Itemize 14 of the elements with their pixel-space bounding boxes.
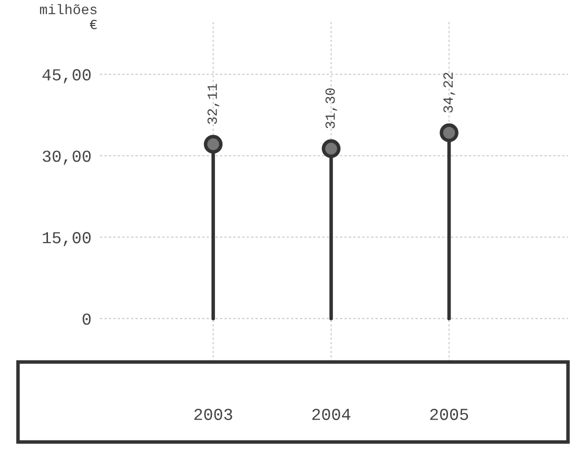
data-label: 32,11 — [208, 84, 220, 124]
point — [322, 139, 341, 158]
data-label: 31,30 — [325, 88, 338, 128]
y-tick-label: 0 — [82, 313, 91, 325]
point — [204, 134, 223, 154]
y-tick-label: 30,00 — [42, 150, 91, 165]
y-axis-title: milhões € — [40, 4, 97, 30]
x-tick-label: 2005 — [430, 408, 468, 420]
point — [440, 123, 458, 142]
data-label: 34,22 — [443, 72, 456, 112]
x-tick-label: 2004 — [312, 408, 350, 420]
y-tick-label: 15,00 — [42, 232, 91, 246]
x-tick-label: 2003 — [194, 408, 232, 420]
y-tick-label: 45,00 — [42, 69, 91, 84]
